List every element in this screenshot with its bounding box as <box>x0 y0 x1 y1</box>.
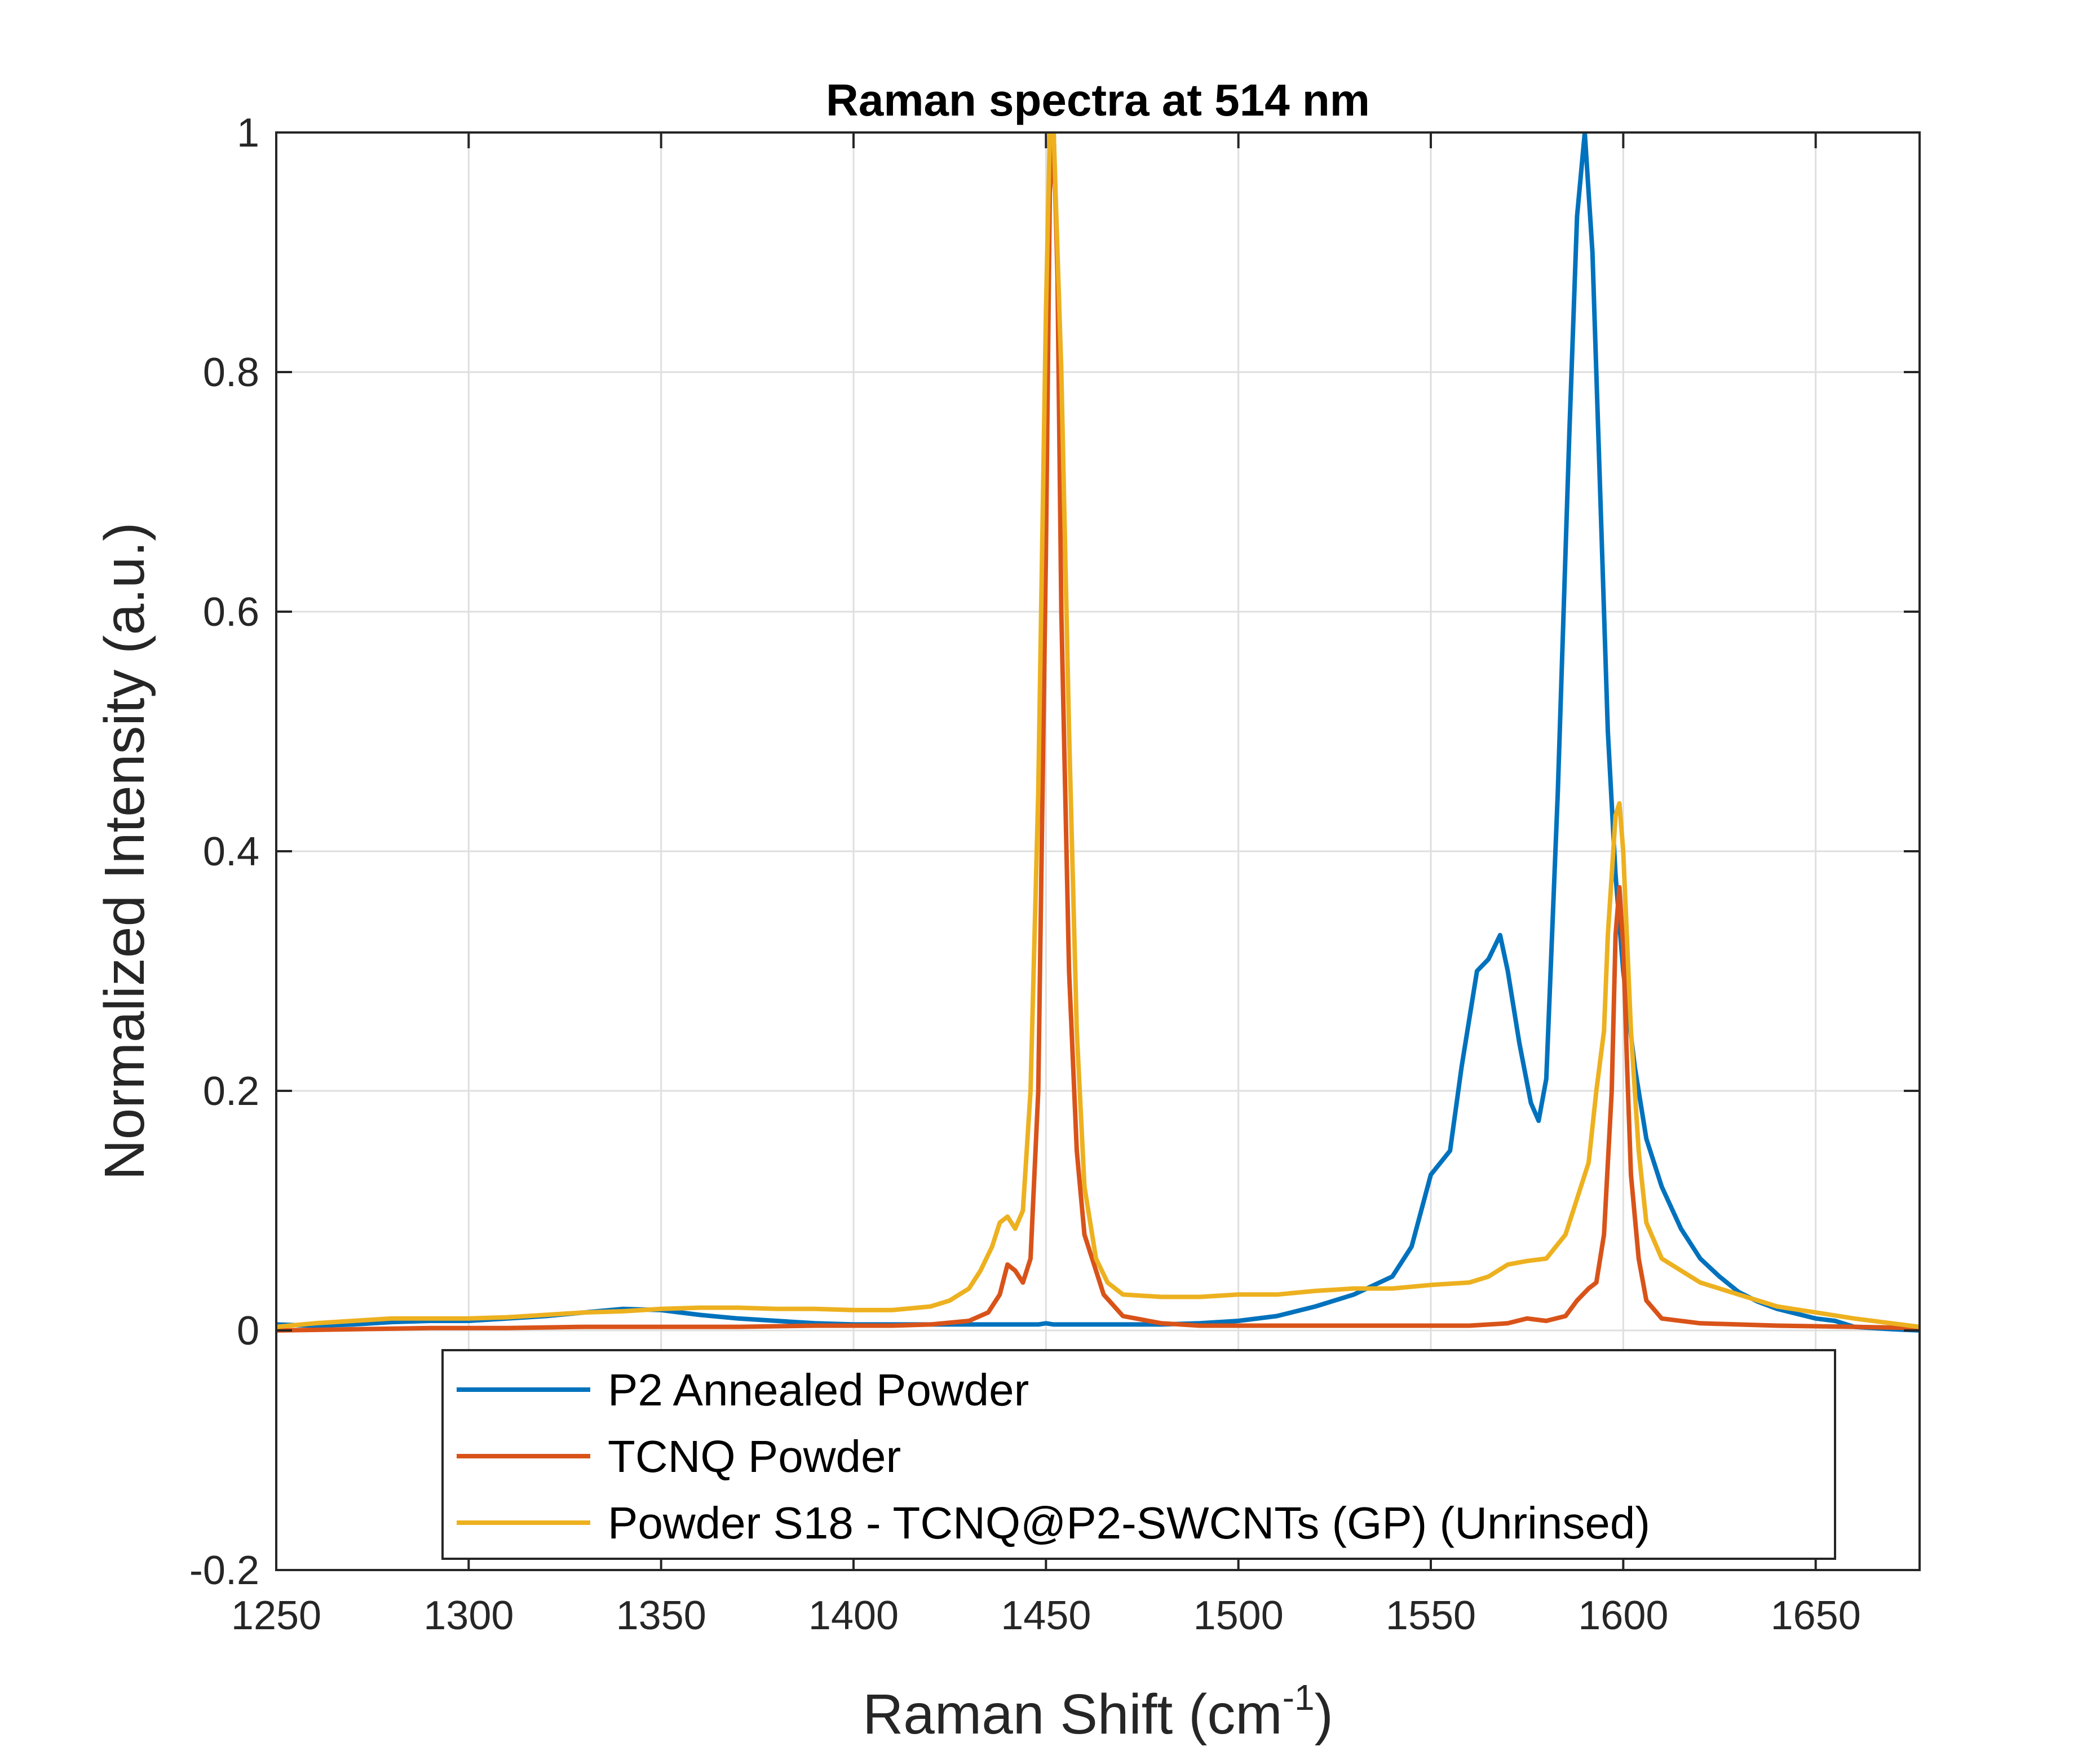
legend-entry-3: Powder S18 - TCNQ@P2-SWCNTs (GP) (Unrins… <box>608 1498 1650 1548</box>
x-axis-label: Raman Shift (cm-1) <box>863 1677 1333 1746</box>
y-tick-labels: -0.2 0 0.2 0.4 0.6 0.8 1 <box>189 110 259 1593</box>
y-tick-label: 0.2 <box>203 1069 259 1114</box>
y-tick-label: 1 <box>237 110 259 156</box>
series-line-2 <box>276 132 1920 1333</box>
y-tick-label: 0 <box>237 1308 259 1354</box>
series-line-1 <box>276 132 1920 1333</box>
legend-entry-1: P2 Annealed Powder <box>608 1365 1029 1415</box>
y-axis-label: Normalized Intensity (a.u.) <box>93 522 156 1180</box>
x-axis-label-suffix: ) <box>1315 1683 1333 1746</box>
axis-ticks <box>275 131 1920 1571</box>
x-tick-label: 1400 <box>808 1593 899 1638</box>
series-line-3 <box>276 132 1920 1329</box>
y-tick-label: 0.6 <box>203 590 259 635</box>
x-tick-label: 1350 <box>616 1593 706 1638</box>
x-tick-label: 1300 <box>423 1593 514 1638</box>
chart-title: Raman spectra at 514 nm <box>826 75 1370 125</box>
x-axis-label-superscript: -1 <box>1283 1677 1315 1718</box>
x-tick-label: 1650 <box>1771 1593 1861 1638</box>
x-tick-label: 1450 <box>1001 1593 1091 1638</box>
y-tick-label: 0.4 <box>203 829 259 874</box>
x-tick-label: 1250 <box>231 1593 321 1638</box>
legend-entry-2: TCNQ Powder <box>608 1431 901 1482</box>
grid-lines <box>276 132 1920 1570</box>
legend: P2 Annealed Powder TCNQ Powder Powder S18 … <box>441 1349 1836 1560</box>
y-tick-label: 0.8 <box>203 350 259 395</box>
x-tick-labels: 1250 1300 1350 1400 1450 1500 1550 1600 1650 <box>231 1593 1861 1638</box>
legend-box <box>441 1349 1836 1560</box>
y-tick-label: -0.2 <box>189 1548 259 1593</box>
x-tick-label: 1500 <box>1193 1593 1284 1638</box>
plot-area <box>276 132 1920 1333</box>
x-tick-label: 1600 <box>1578 1593 1668 1638</box>
x-axis-label-main: Raman Shift (cm <box>863 1683 1283 1746</box>
x-tick-label: 1550 <box>1386 1593 1476 1638</box>
